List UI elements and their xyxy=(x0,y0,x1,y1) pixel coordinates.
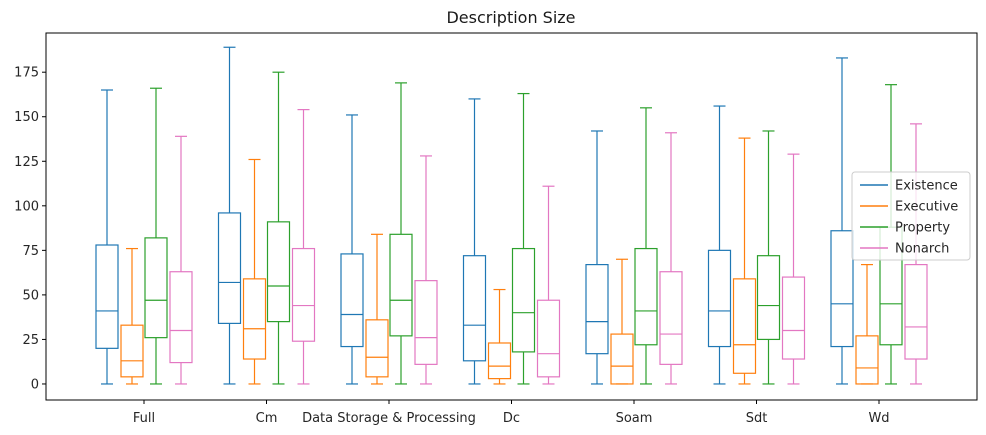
iqr-box xyxy=(610,333,634,385)
box-nonarch-1 xyxy=(291,109,316,385)
iqr-box xyxy=(389,233,413,337)
iqr-box xyxy=(414,280,438,365)
box-executive-4 xyxy=(610,258,634,385)
series-property xyxy=(144,71,903,385)
x-tick-label: Soam xyxy=(616,411,653,426)
legend-label: Property xyxy=(895,221,950,236)
box-executive-2 xyxy=(365,233,389,385)
iqr-box xyxy=(487,342,512,380)
axes: 0 25 50 75 100 125 150 175 Full Cm Data Storage & … xyxy=(14,32,978,426)
iqr-box xyxy=(511,247,536,353)
chart-title: Description Size xyxy=(446,8,575,27)
iqr-box xyxy=(291,247,316,342)
box-property-0 xyxy=(144,87,168,385)
iqr-box xyxy=(242,278,267,360)
box-existence-1 xyxy=(217,46,242,385)
iqr-box xyxy=(732,278,757,374)
box-property-5 xyxy=(756,130,781,385)
box-existence-3 xyxy=(462,98,487,385)
iqr-box xyxy=(266,221,291,323)
x-tick-label: Dc xyxy=(503,411,520,426)
legend-label: Nonarch xyxy=(895,242,949,257)
box-nonarch-2 xyxy=(414,155,438,385)
box-executive-0 xyxy=(120,247,144,385)
x-tick-label: Data Storage & Processing xyxy=(302,411,476,426)
iqr-box xyxy=(756,255,781,341)
iqr-box xyxy=(707,249,732,348)
iqr-box xyxy=(536,299,561,378)
iqr-box xyxy=(855,335,879,385)
box-existence-0 xyxy=(95,89,119,385)
iqr-box xyxy=(830,230,854,348)
x-tick-label: Sdt xyxy=(746,411,768,426)
x-tick-label: Cm xyxy=(256,411,278,426)
iqr-box xyxy=(634,247,658,346)
box-existence-4 xyxy=(585,130,609,385)
axes-frame xyxy=(45,32,978,401)
y-tick-label: 50 xyxy=(22,288,39,303)
legend: Existence Executive Property Nonarch xyxy=(851,171,971,261)
box-existence-6 xyxy=(830,57,854,385)
y-tick-label: 175 xyxy=(14,66,39,81)
box-nonarch-4 xyxy=(659,132,683,385)
box-property-2 xyxy=(389,82,413,385)
y-tick-label: 150 xyxy=(14,110,39,125)
iqr-box xyxy=(95,244,119,349)
box-property-1 xyxy=(266,71,291,385)
x-tick-label: Wd xyxy=(868,411,889,426)
box-nonarch-5 xyxy=(781,153,806,385)
x-tick-label: Full xyxy=(133,411,155,426)
series-executive xyxy=(120,137,879,385)
iqr-box xyxy=(659,271,683,365)
box-executive-6 xyxy=(855,264,879,385)
box-executive-5 xyxy=(732,137,757,385)
legend-label: Executive xyxy=(895,200,958,215)
series-existence xyxy=(95,46,854,385)
iqr-box xyxy=(120,324,144,378)
box-existence-5 xyxy=(707,105,732,385)
iqr-box xyxy=(904,264,928,360)
y-tick-label: 100 xyxy=(14,199,39,214)
box-executive-1 xyxy=(242,158,267,385)
iqr-box xyxy=(217,212,242,324)
box-property-3 xyxy=(511,92,536,385)
iqr-box xyxy=(340,253,364,348)
iqr-box xyxy=(169,271,193,364)
iqr-box xyxy=(144,237,168,339)
legend-label: Existence xyxy=(895,179,958,194)
y-tick-label: 0 xyxy=(31,377,39,392)
box-executive-3 xyxy=(487,288,512,385)
y-tick-label: 25 xyxy=(22,333,39,348)
plot-area xyxy=(95,46,928,385)
iqr-box xyxy=(781,276,806,360)
y-tick-label: 125 xyxy=(14,155,39,170)
box-nonarch-3 xyxy=(536,185,561,385)
legend-box xyxy=(851,171,971,261)
box-nonarch-0 xyxy=(169,135,193,385)
iqr-box xyxy=(365,319,389,378)
box-existence-2 xyxy=(340,114,364,385)
y-tick-label: 75 xyxy=(22,244,39,259)
box-property-4 xyxy=(634,107,658,385)
iqr-box xyxy=(462,255,487,362)
iqr-box xyxy=(585,264,609,355)
series-nonarch xyxy=(169,109,928,385)
